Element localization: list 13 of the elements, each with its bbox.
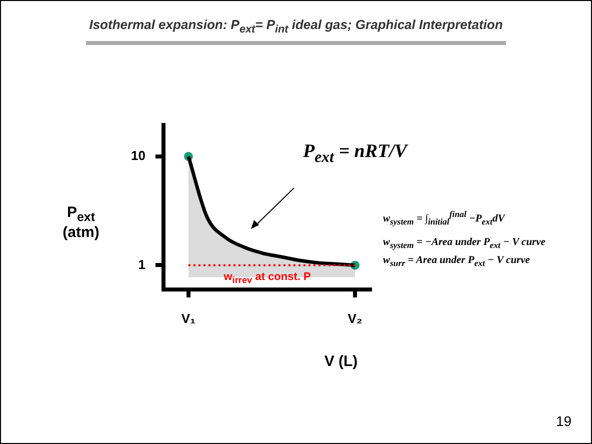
y-tick-label: 1 xyxy=(138,256,146,272)
x-tick-label: V₁ xyxy=(181,310,196,326)
text: w$_{system}$ = −Area under P$_{ext}$ − V curve xyxy=(383,237,546,250)
x-axis-title: V (L) xyxy=(323,353,359,370)
y-axis-title: P$_{ext}$ (atm) xyxy=(62,204,100,241)
text: w$_{surr}$ = Area under P$_{ext}$ − V curve xyxy=(383,255,530,268)
text: 19 xyxy=(556,413,572,429)
text: w$_{system}$ = ∫$_{initial}$$^{final}$ −P$_{ext}$dV xyxy=(383,209,505,227)
y-tick-label: 10 xyxy=(130,148,146,164)
ref-line-label: w$_{irrev}$ at const. P xyxy=(224,271,311,286)
annotation: P$_{ext}$ = nRT/V xyxy=(303,141,408,167)
chart-title: Isothermal expansion: P$_{ext}$= P$_{int}$ ideal gas; Graphical Interpretation xyxy=(88,17,504,36)
x-tick-label: V₂ xyxy=(348,310,362,326)
